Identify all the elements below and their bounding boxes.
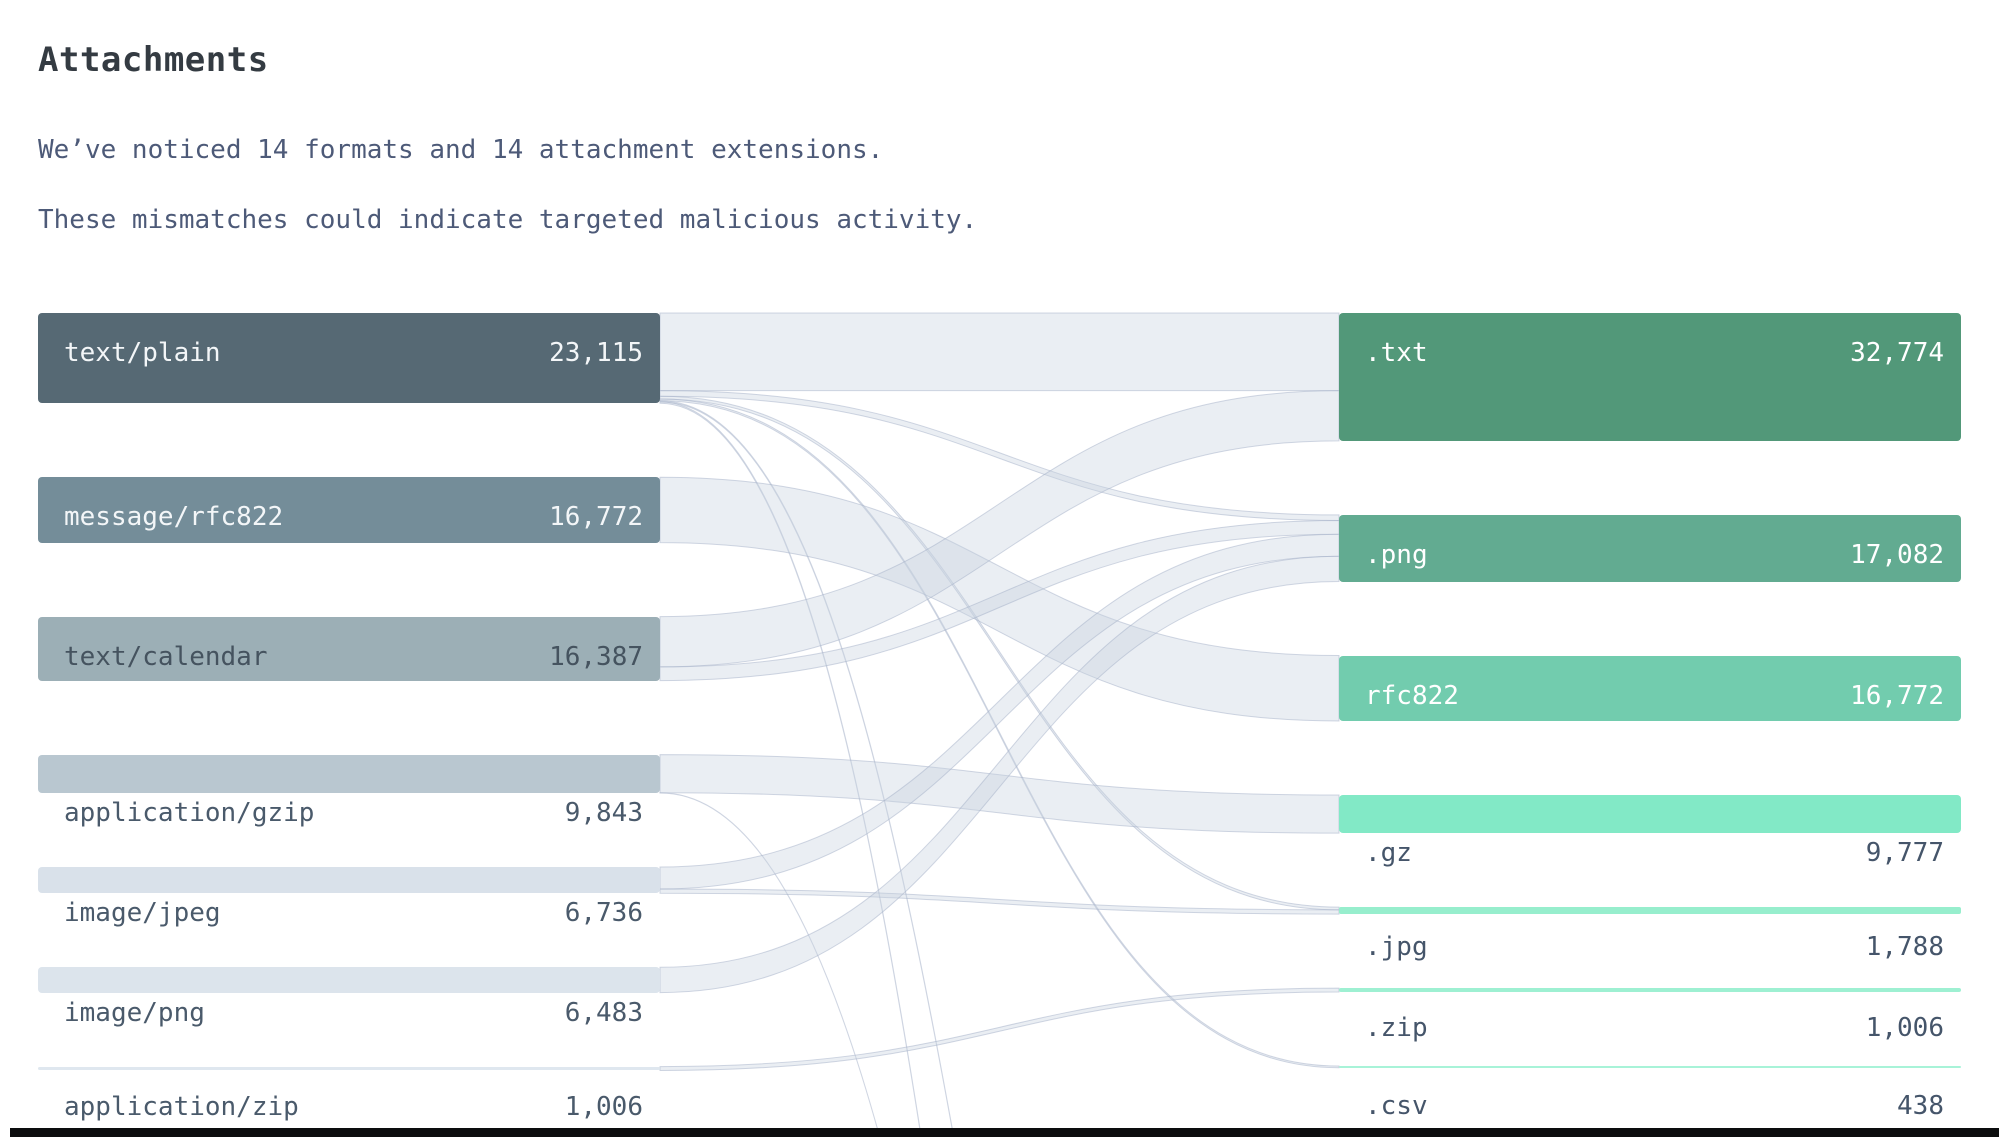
sankey-link-image-jpeg-to-jpg[interactable] — [659, 888, 1340, 915]
sankey-link-image-png-to-png[interactable] — [659, 555, 1340, 994]
format-bar-image-png[interactable] — [38, 967, 660, 993]
format-bar-text-plain[interactable] — [38, 313, 660, 404]
extension-bar-jpg[interactable] — [1339, 907, 1961, 915]
format-bar-image-jpeg[interactable] — [38, 866, 660, 894]
sankey-link-message-rfc822-to-rfc822[interactable] — [659, 476, 1340, 722]
bottom-edge-bar — [10, 1128, 1999, 1137]
sankey-link-text-plain-to-offscreen-b[interactable] — [659, 401, 1339, 1137]
subtitle-line-1: We’ve noticed 14 formats and 14 attachme… — [38, 135, 884, 165]
sankey-link-text-calendar-to-txt[interactable] — [659, 390, 1340, 668]
page-subtitle: We’ve noticed 14 formats and 14 attachme… — [38, 133, 977, 238]
extension-bar-png[interactable] — [1339, 514, 1961, 582]
extension-bar-rfc822[interactable] — [1339, 655, 1961, 721]
format-bar-application-zip[interactable] — [38, 1066, 660, 1071]
extension-bar-gz[interactable] — [1339, 794, 1961, 834]
sankey-link-text-plain-to-offscreen-a[interactable] — [659, 400, 1339, 1137]
sankey-link-application-zip-to-zip[interactable] — [659, 987, 1340, 1071]
subtitle-line-2: These mismatches could indicate targeted… — [38, 205, 978, 235]
format-bar-application-gzip[interactable] — [38, 754, 660, 793]
format-bar-text-calendar[interactable] — [38, 616, 660, 681]
extension-bar-txt[interactable] — [1339, 313, 1961, 441]
page-title: Attachments — [38, 40, 269, 80]
extension-bar-zip[interactable] — [1339, 988, 1961, 993]
sankey-link-text-plain-to-txt[interactable] — [659, 312, 1340, 392]
sankey-link-application-gzip-to-gz[interactable] — [659, 754, 1340, 834]
extension-bar-csv[interactable] — [1339, 1066, 1961, 1069]
format-bar-message-rfc822[interactable] — [38, 477, 660, 543]
